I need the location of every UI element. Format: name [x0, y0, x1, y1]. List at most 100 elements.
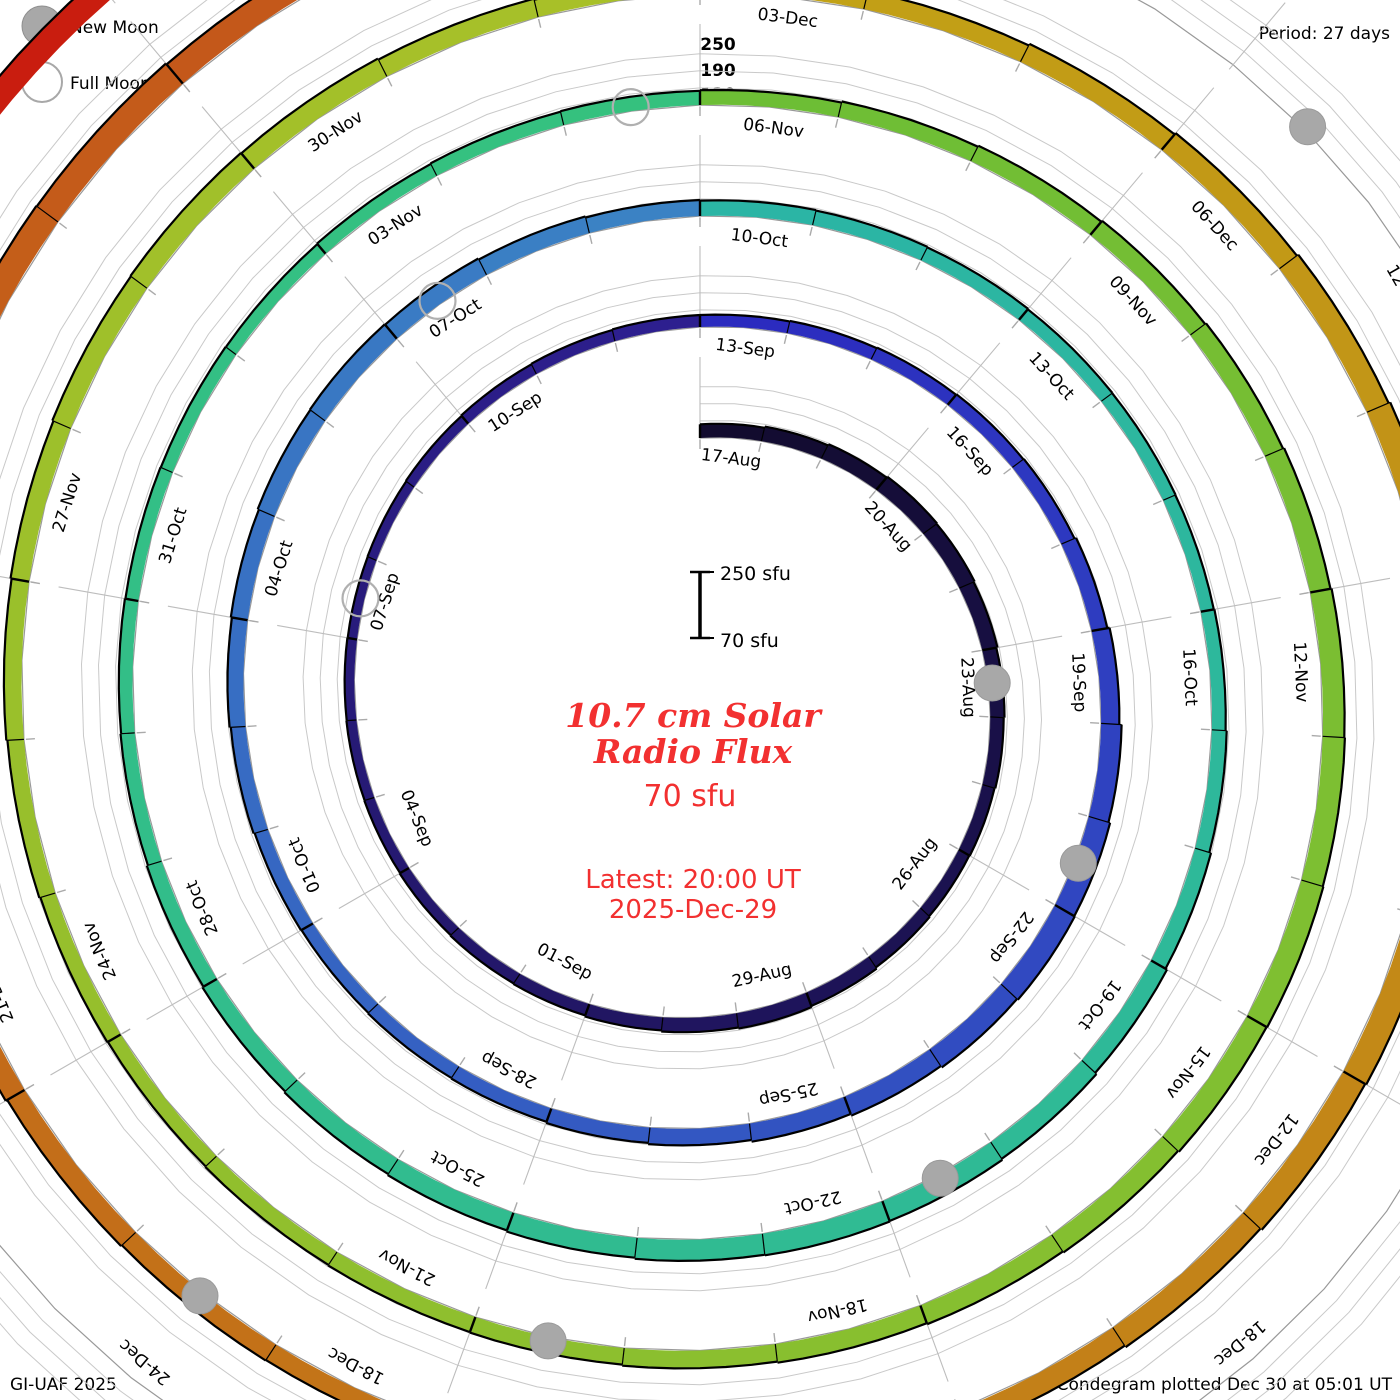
flux-outline — [404, 415, 463, 482]
day-separator-tick — [1310, 587, 1332, 594]
day-separator-tick — [875, 475, 889, 491]
day-separator-tick — [205, 1155, 217, 1167]
flux-day-cell — [749, 1096, 851, 1142]
flux-outline — [1266, 886, 1325, 1028]
flux-day-cell — [871, 347, 957, 405]
day-minor-tick — [760, 1222, 763, 1232]
day-separator-tick — [1112, 1327, 1126, 1347]
flux-day-cell — [634, 1233, 765, 1261]
flux-outline — [129, 152, 242, 277]
flux-outline — [1001, 1073, 1098, 1160]
day-separator-tick — [1000, 983, 1018, 1000]
flux-day-cell — [451, 1066, 552, 1122]
day-separator-tick — [868, 956, 878, 969]
flux-day-cell — [160, 346, 236, 473]
flux-day-cell — [265, 1344, 382, 1400]
flux-day-cell — [10, 421, 71, 582]
day-separator-tick — [959, 581, 974, 589]
flux-outline — [35, 62, 167, 207]
day-minor-tick — [773, 1333, 776, 1343]
day-minor-tick — [840, 1086, 845, 1096]
flux-day-cell — [346, 720, 375, 801]
baseline-value-label: 70 sfu — [644, 779, 737, 814]
flux-day-cell — [612, 315, 700, 342]
day-minor-tick — [1045, 898, 1054, 905]
date-tick-label: 24-Dec — [115, 1335, 174, 1389]
day-separator-tick — [1101, 392, 1113, 402]
flux-outline — [1101, 219, 1206, 325]
flux-outline — [1107, 724, 1123, 823]
day-minor-tick — [520, 964, 527, 973]
rotation-band — [343, 313, 1006, 1034]
day-separator-tick — [1279, 254, 1299, 270]
flux-day-cell — [970, 145, 1102, 235]
date-tick-label: 06-Nov — [742, 115, 805, 143]
flux-outline — [751, 1112, 852, 1143]
day-minor-tick — [148, 288, 157, 296]
flux-outline — [850, 1065, 942, 1117]
flux-day-cell — [0, 1046, 25, 1101]
day-minor-tick — [337, 1242, 344, 1251]
day-minor-tick — [298, 1072, 306, 1080]
day-separator-tick — [919, 1305, 928, 1324]
period-label: Period: 27 days — [1259, 24, 1390, 44]
flux-outline — [6, 1099, 122, 1247]
flux-outline — [1062, 1150, 1179, 1254]
flux-outline — [39, 897, 109, 1043]
day-separator-tick — [611, 329, 616, 342]
flux-day-cell — [52, 276, 147, 429]
date-tick-label: 17-Aug — [700, 445, 763, 473]
flux-day-cell — [118, 598, 139, 734]
flux-day-cell — [1061, 537, 1108, 631]
flux-day-cell — [787, 320, 877, 360]
day-separator-tick — [1150, 959, 1168, 971]
day-separator-tick — [837, 101, 843, 118]
day-minor-tick — [649, 1116, 652, 1126]
day-minor-tick — [834, 118, 839, 128]
flux-outline — [876, 346, 957, 396]
flux-outline — [460, 363, 532, 417]
flux-outline — [1205, 322, 1284, 449]
day-minor-tick — [971, 780, 981, 785]
flux-day-cell — [920, 247, 1029, 320]
flux-outline — [764, 1220, 891, 1257]
day-minor-tick — [1234, 1204, 1243, 1212]
new-moon-marker — [1289, 108, 1327, 146]
new-moon-marker — [529, 1322, 567, 1360]
flux-day-cell — [700, 314, 790, 334]
flux-outline — [972, 581, 999, 648]
day-separator-tick — [36, 205, 59, 223]
day-separator-tick — [1019, 43, 1031, 62]
flux-outline — [1208, 730, 1228, 853]
day-minor-tick — [1397, 908, 1400, 911]
day-minor-tick — [1152, 500, 1162, 506]
day-separator-tick — [533, 0, 539, 18]
day-separator-tick — [1162, 1136, 1179, 1152]
day-separator-tick — [450, 1066, 460, 1079]
day-separator-tick — [621, 1348, 625, 1365]
flux-day-cell — [513, 973, 590, 1016]
radial-spoke — [953, 846, 1400, 1105]
flux-day-cell — [284, 1080, 398, 1175]
day-minor-tick — [758, 442, 762, 452]
day-minor-tick — [912, 899, 920, 908]
flux-day-cell — [1151, 848, 1211, 969]
flux-day-cell — [1051, 1136, 1178, 1253]
day-separator-tick — [774, 1344, 778, 1362]
flux-outline — [827, 443, 888, 479]
flux-outline — [886, 475, 938, 525]
day-separator-tick — [478, 259, 488, 276]
radial-spoke — [0, 864, 415, 1105]
day-separator-tick — [1242, 1212, 1261, 1230]
flux-day-cell — [125, 467, 173, 601]
flux-outline — [226, 617, 233, 728]
day-separator-tick — [982, 784, 995, 789]
flux-day-cell — [309, 324, 397, 421]
day-separator-tick — [970, 145, 979, 162]
day-separator-tick — [1101, 722, 1122, 726]
day-separator-tick — [990, 1141, 1003, 1161]
flux-day-cell — [1301, 736, 1345, 887]
flux-day-cell — [1279, 254, 1389, 413]
